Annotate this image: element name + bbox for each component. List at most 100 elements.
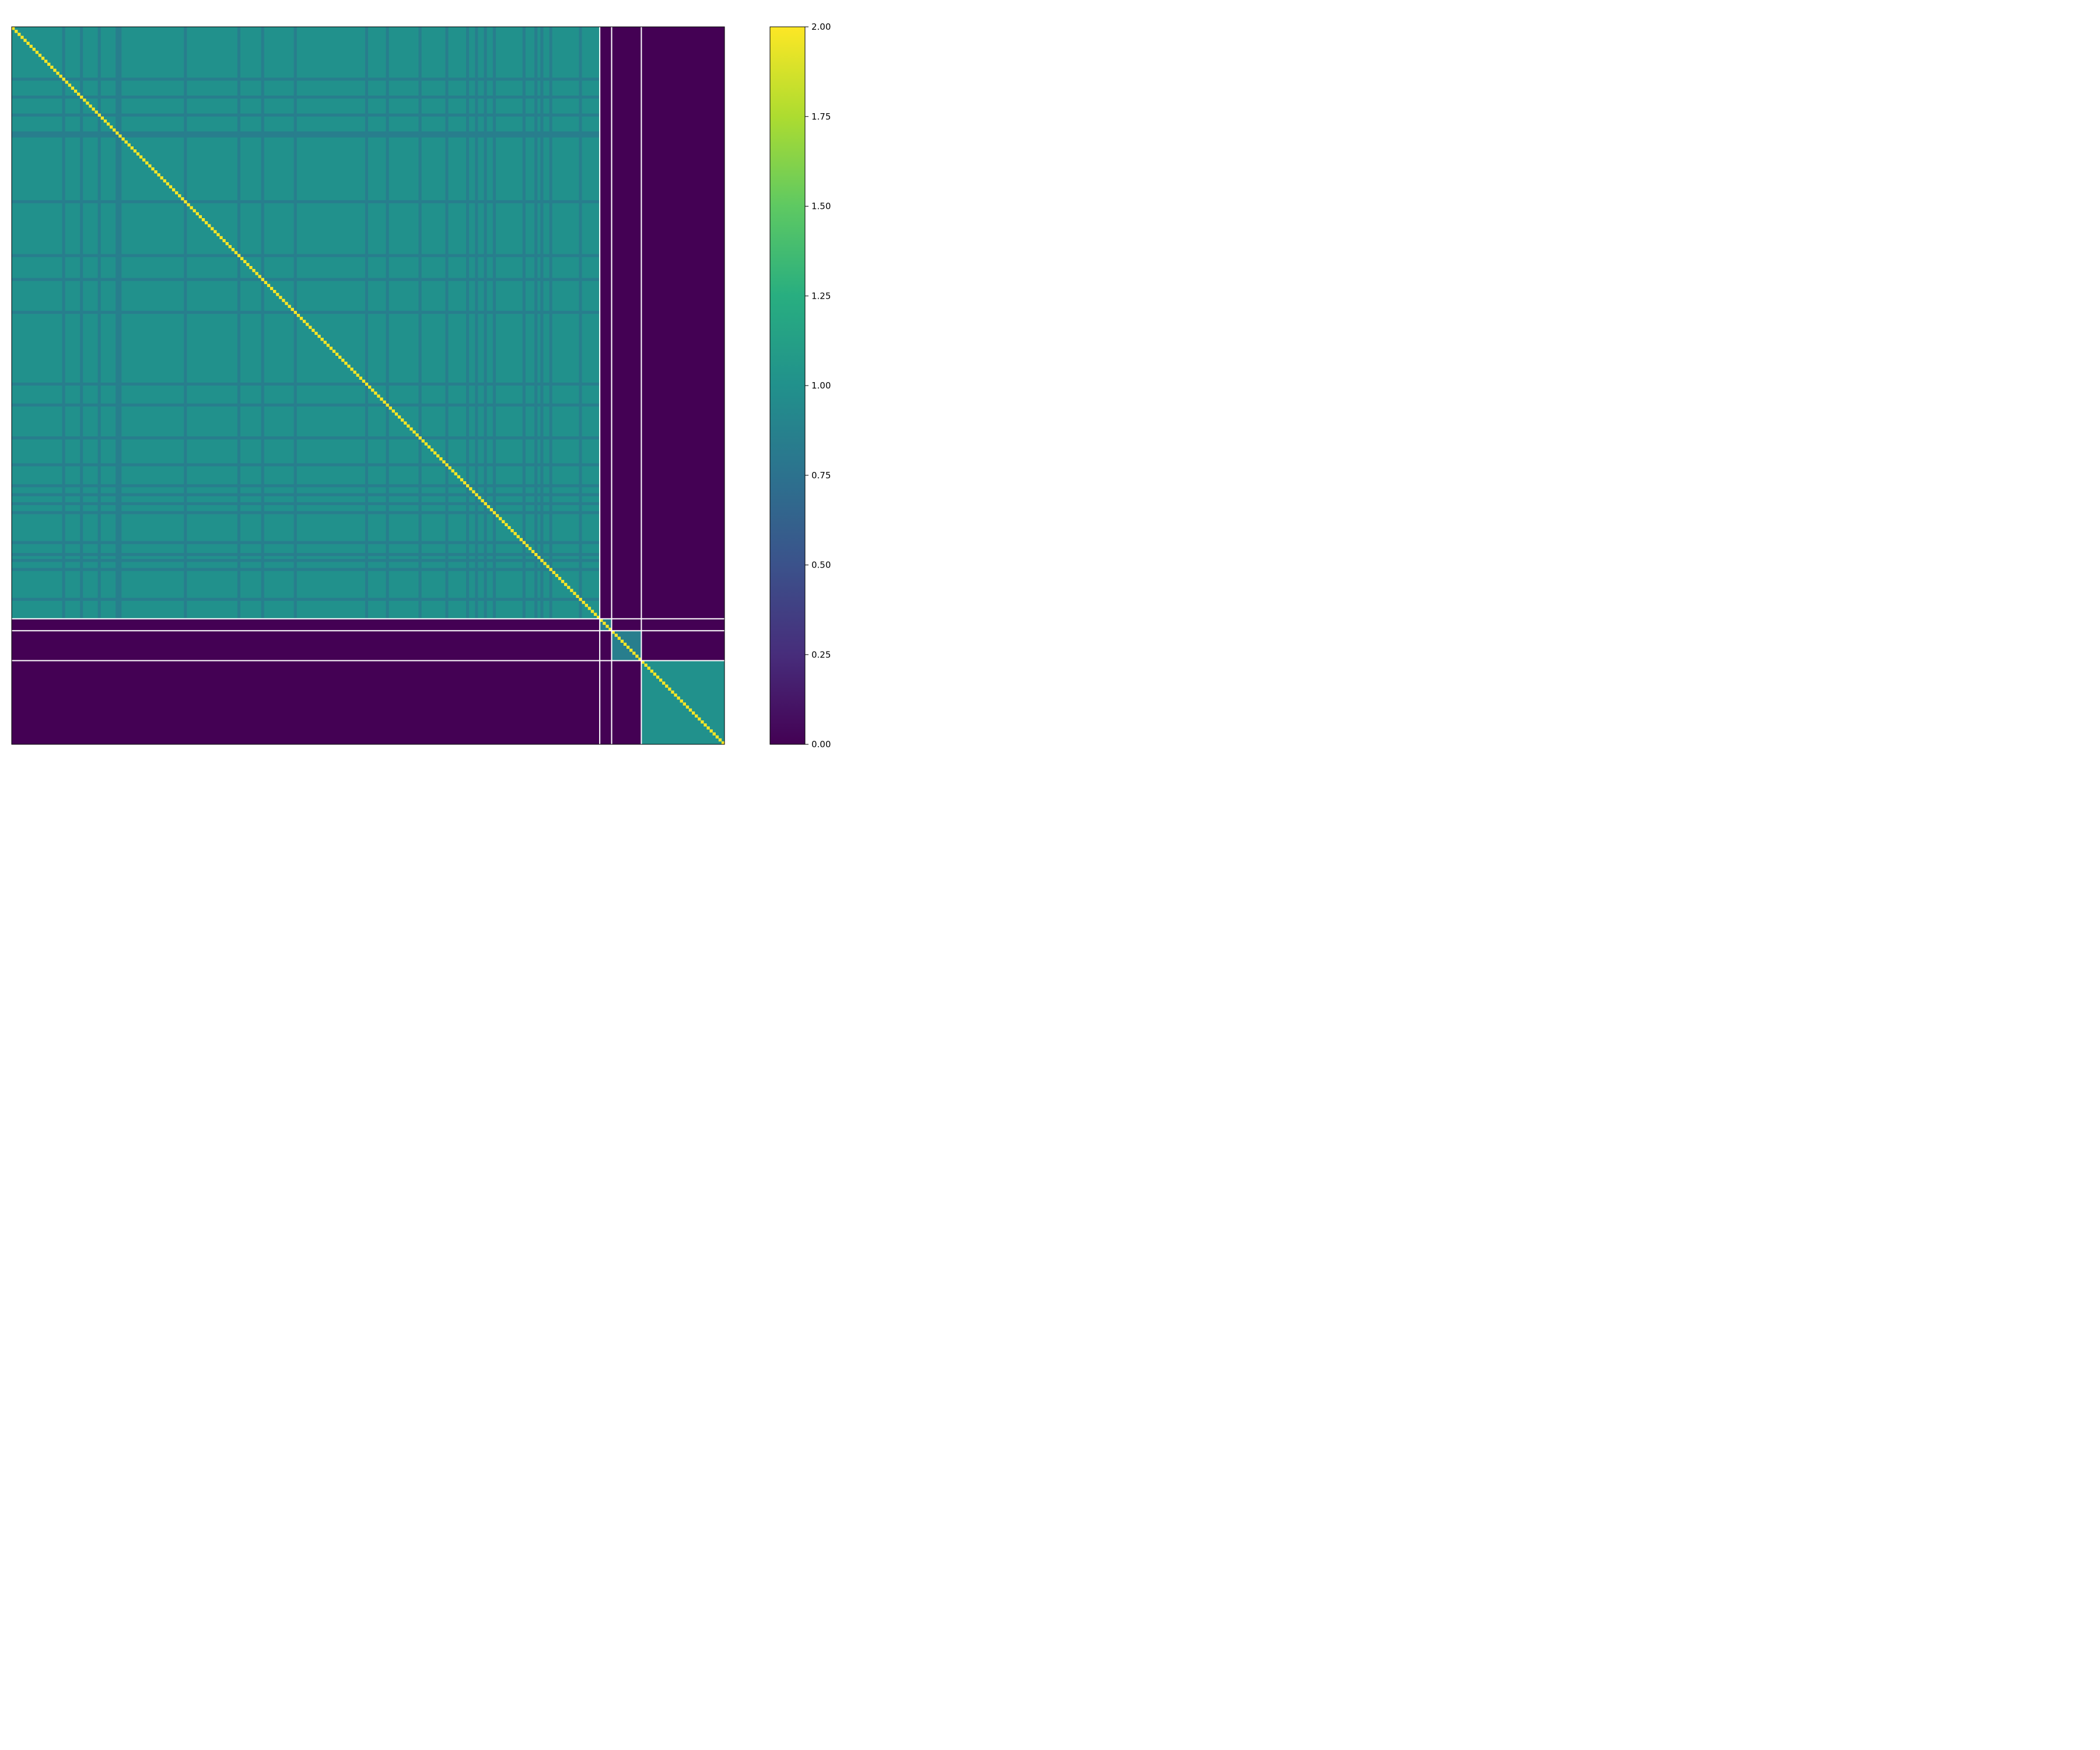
diagonal-cell xyxy=(166,182,170,186)
diagonal-cell xyxy=(160,176,163,180)
diagonal-cell xyxy=(606,625,609,628)
diagonal-cell xyxy=(15,30,18,33)
diagonal-cell xyxy=(388,406,392,410)
diagonal-cell xyxy=(593,612,597,616)
diagonal-cell xyxy=(35,51,39,54)
heatmap-cells xyxy=(12,27,725,745)
heatmap-stripe-row xyxy=(12,502,600,505)
diagonal-cell xyxy=(204,221,208,225)
diagonal-cell xyxy=(50,65,54,69)
heatmap-stripe-row xyxy=(12,113,600,117)
diagonal-cell xyxy=(252,269,256,272)
diagonal-cell xyxy=(531,550,535,554)
diagonal-cell xyxy=(674,693,677,697)
diagonal-cell xyxy=(231,248,235,251)
diagonal-cell xyxy=(293,310,297,314)
heatmap-stripe-row xyxy=(12,436,600,440)
diagonal-cell xyxy=(214,230,217,233)
heatmap-stripe-col xyxy=(466,27,470,619)
diagonal-cell xyxy=(329,346,333,350)
diagonal-cell xyxy=(353,370,356,374)
colorbar-ticks: 0.00 0.25 0.50 0.75 1.00 1.25 1.50 1.75 2.00 xyxy=(805,22,831,750)
diagonal-cell xyxy=(495,514,499,517)
diagonal-cell xyxy=(139,155,143,159)
diagonal-cell xyxy=(377,394,380,398)
diagonal-cell xyxy=(65,80,68,84)
diagonal-cell xyxy=(130,146,134,150)
diagonal-cell xyxy=(142,158,146,162)
diagonal-cell xyxy=(320,338,324,341)
diagonal-cell xyxy=(704,723,707,727)
diagonal-cell xyxy=(216,233,220,236)
heatmap-stripe-col xyxy=(475,27,478,619)
diagonal-cell xyxy=(567,586,570,589)
heatmap-stripe-row xyxy=(12,568,600,571)
heatmap-stripe-row xyxy=(12,200,600,204)
diagonal-cell xyxy=(264,281,268,284)
diagonal-cell xyxy=(380,397,383,401)
heatmap-stripe-col xyxy=(445,27,449,619)
diagonal-cell xyxy=(412,430,416,434)
diagonal-cell xyxy=(288,304,291,308)
diagonal-cell xyxy=(246,262,250,267)
diagonal-cell xyxy=(175,191,178,195)
diagonal-cell xyxy=(546,565,550,568)
diagonal-cell xyxy=(94,110,98,114)
diagonal-cell xyxy=(549,568,552,571)
colorbar-tick-label: 2.00 xyxy=(811,22,831,32)
heatmap-stripe-col xyxy=(549,27,552,619)
diagonal-cell xyxy=(89,104,92,108)
heatmap-stripe-row xyxy=(12,95,600,99)
diagonal-cell xyxy=(522,541,526,544)
diagonal-cell xyxy=(163,179,166,183)
diagonal-cell xyxy=(404,421,407,425)
heatmap-frame xyxy=(11,26,725,745)
diagonal-cell xyxy=(359,376,363,380)
heatmap-stripe-col xyxy=(293,27,297,619)
diagonal-cell xyxy=(92,107,95,111)
diagonal-cell xyxy=(306,323,309,326)
diagonal-cell xyxy=(552,570,555,575)
heatmap-figure: 0.00 0.25 0.50 0.75 1.00 1.25 1.50 1.75 2.00 xyxy=(11,22,831,750)
diagonal-cell xyxy=(184,200,187,204)
heatmap-stripe-row xyxy=(12,403,600,407)
heatmap-stripe-col xyxy=(118,27,122,619)
diagonal-cell xyxy=(38,54,42,57)
diagonal-cell xyxy=(12,27,15,30)
diagonal-cell xyxy=(317,334,321,338)
diagonal-cell xyxy=(74,89,78,93)
diagonal-cell xyxy=(448,466,452,470)
diagonal-cell xyxy=(665,684,668,688)
diagonal-cell xyxy=(513,532,517,536)
heatmap-stripe-col xyxy=(484,27,487,619)
heatmap-stripe-row xyxy=(12,597,600,601)
diagonal-cell xyxy=(136,152,140,156)
diagonal-cell xyxy=(587,607,592,610)
diagonal-cell xyxy=(211,227,214,230)
diagonal-cell xyxy=(32,47,36,51)
diagonal-cell xyxy=(178,194,181,198)
colorbar-tick-label: 0.25 xyxy=(811,649,831,660)
diagonal-cell xyxy=(677,696,680,700)
diagonal-cell xyxy=(709,729,713,733)
diagonal-cell xyxy=(192,209,196,212)
diagonal-cell xyxy=(614,634,618,637)
diagonal-cell xyxy=(489,508,494,512)
heatmap-stripe-col xyxy=(184,27,187,619)
diagonal-cell xyxy=(439,457,443,461)
diagonal-cell xyxy=(436,454,440,458)
diagonal-cell xyxy=(368,386,372,389)
colorbar-tick-label: 0.75 xyxy=(811,470,831,481)
heatmap-stripe-row xyxy=(12,511,600,514)
diagonal-cell xyxy=(680,699,683,703)
heatmap-stripe-row xyxy=(12,382,600,386)
diagonal-cell xyxy=(362,379,366,383)
diagonal-cell xyxy=(451,469,454,473)
heatmap-stripe-col xyxy=(418,27,422,619)
diagonal-cell xyxy=(26,41,30,45)
heatmap-stripe-col xyxy=(261,27,264,619)
diagonal-cell xyxy=(584,604,588,607)
diagonal-cell xyxy=(442,460,446,464)
diagonal-cell xyxy=(383,400,386,404)
diagonal-cell xyxy=(421,439,425,443)
